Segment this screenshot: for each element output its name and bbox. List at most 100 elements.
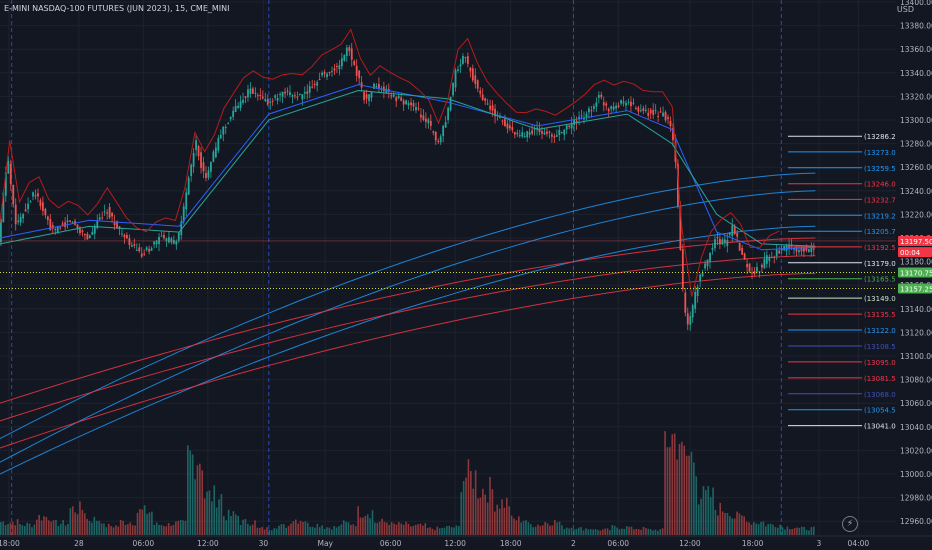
level-label: (13068.00) — [864, 391, 903, 399]
price-tick-label: 13220.00 — [900, 210, 932, 219]
volume-bar — [654, 529, 657, 535]
candle-body — [592, 106, 595, 110]
volume-bar — [474, 470, 477, 535]
volume-bar — [589, 529, 592, 535]
volume-bar — [294, 519, 297, 535]
candle-body — [111, 212, 113, 217]
candle-body — [17, 220, 20, 223]
volume-bar — [40, 520, 43, 535]
price-tag-bg — [898, 247, 932, 258]
lightning-icon[interactable]: ⚡ — [842, 516, 858, 532]
volume-bar — [14, 525, 16, 535]
volume-bar — [779, 524, 781, 535]
candle-body — [568, 125, 571, 127]
candle-body — [210, 162, 212, 172]
volume-bar — [410, 526, 412, 535]
volume-bar — [798, 527, 801, 535]
candle-body — [311, 86, 314, 88]
candle-body — [639, 110, 642, 112]
volume-bar — [625, 526, 628, 535]
price-tick-label: 13340.00 — [900, 69, 932, 78]
volume-bar — [76, 514, 79, 535]
candle-body — [560, 131, 563, 133]
volume-bar — [599, 530, 602, 535]
candle-body — [709, 252, 711, 262]
volume-bar — [417, 524, 419, 535]
candle-body — [239, 101, 242, 108]
candle-body — [773, 256, 776, 258]
time-tick-label: 06:00 — [380, 539, 402, 548]
candle-body — [761, 264, 763, 268]
price-levels: (13286.25) (13273.00) (13259.50) (13246.00)… — [788, 133, 903, 431]
price-tick-label: 13120.00 — [900, 328, 932, 337]
volume-bar — [592, 529, 594, 535]
volume-bar — [645, 528, 647, 535]
time-tick-label: 04:00 — [848, 539, 870, 548]
volume-bar — [67, 523, 69, 535]
candle-body — [803, 247, 805, 252]
volume-bar — [165, 526, 168, 535]
candle-body — [432, 131, 435, 133]
candle-body — [657, 115, 660, 117]
volume-bar — [601, 529, 604, 535]
candle-body — [46, 216, 49, 220]
volume-bar — [503, 507, 506, 535]
volume-bar — [551, 525, 554, 535]
volume-bar — [69, 508, 72, 535]
volume-bar — [726, 512, 729, 535]
volume-bar — [88, 520, 91, 535]
volume-bar — [534, 526, 537, 535]
volume-bar — [695, 476, 698, 535]
candle-body — [266, 99, 269, 105]
volume-bar — [760, 521, 762, 535]
candle-body — [200, 152, 202, 168]
candle-body — [249, 88, 252, 94]
volume-bar — [141, 509, 144, 535]
volume-bar — [323, 529, 326, 535]
volume-bar — [230, 516, 232, 535]
volume-bar — [405, 521, 407, 535]
candle-body — [513, 131, 516, 135]
candle-body — [610, 106, 613, 109]
price-tick-label: 13280.00 — [900, 140, 932, 149]
volume-bar — [172, 524, 175, 535]
candle-body — [261, 96, 264, 99]
candle-body — [4, 172, 7, 196]
volume-bar — [443, 527, 446, 535]
candle-body — [244, 96, 247, 98]
candle-body — [756, 267, 758, 272]
candle-body — [397, 96, 400, 99]
volume-bar — [378, 521, 381, 535]
candle-body — [506, 123, 509, 129]
candle-body — [694, 291, 697, 309]
candle-body — [96, 220, 99, 229]
candle-body — [536, 127, 538, 130]
volume-bar — [354, 526, 357, 535]
candle-body — [395, 97, 398, 102]
volume-bar — [426, 527, 429, 535]
volume-bar — [738, 513, 741, 535]
volume-bar — [671, 434, 674, 535]
time-axis[interactable]: 18:00 28 06:00 12:00 30 May 06:00 12:00 18:00 2 06… — [0, 535, 932, 548]
volume-bar — [362, 517, 364, 535]
candle-body — [476, 80, 479, 89]
volume-bar — [381, 518, 383, 535]
volume-bar — [482, 488, 484, 535]
volume-bar — [155, 522, 158, 535]
volume-bar — [582, 530, 585, 535]
volume-bar — [753, 522, 755, 535]
volume-bar — [477, 498, 479, 535]
level-label: (13135.50) — [864, 311, 903, 319]
volume-bar — [158, 524, 160, 535]
band-line — [0, 172, 816, 440]
volume-bar — [266, 527, 268, 535]
candle-body — [392, 94, 395, 97]
volume-bar — [59, 523, 62, 535]
price-tag-bg — [898, 267, 932, 278]
candle-body — [793, 248, 795, 250]
candle-body — [748, 263, 751, 272]
volume-bar — [733, 518, 736, 535]
candle-body — [731, 225, 734, 236]
candle-body — [800, 247, 803, 252]
